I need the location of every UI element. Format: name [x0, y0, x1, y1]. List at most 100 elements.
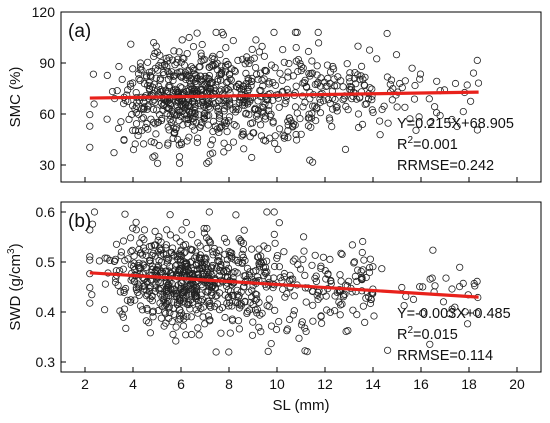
- scatter-point: [291, 103, 300, 111]
- scatter-point: [183, 137, 191, 145]
- scatter-point: [353, 277, 361, 285]
- scatter-point: [259, 82, 267, 90]
- scatter-point: [208, 291, 216, 299]
- scatter-point: [305, 114, 313, 122]
- scatter-point: [255, 298, 263, 306]
- scatter-point: [270, 230, 278, 238]
- scatter-point: [353, 310, 361, 319]
- scatter-point: [255, 263, 264, 271]
- r-squared: R2=0.001: [397, 135, 458, 153]
- scatter-point: [259, 258, 267, 266]
- scatter-point: [365, 263, 374, 272]
- scatter-point: [138, 105, 146, 113]
- scatter-point: [157, 314, 165, 322]
- scatter-point: [296, 59, 304, 68]
- scatter-point: [448, 285, 456, 293]
- scatter-point: [197, 72, 205, 80]
- scatter-point: [263, 208, 271, 216]
- scatter-point: [281, 100, 289, 108]
- scatter-point: [191, 110, 199, 118]
- scatter-point: [235, 325, 243, 333]
- scatter-point: [257, 132, 265, 140]
- scatter-point: [176, 238, 184, 246]
- scatter-point: [267, 339, 275, 348]
- scatter-point: [178, 102, 186, 110]
- scatter-point: [375, 117, 384, 125]
- scatter-point: [164, 255, 173, 263]
- scatter-point: [151, 241, 159, 249]
- scatter-point: [181, 299, 189, 307]
- scatter-point: [216, 289, 224, 297]
- scatter-point: [364, 95, 373, 103]
- scatter-point: [169, 134, 177, 142]
- scatter-point: [137, 249, 145, 257]
- scatter-point: [172, 323, 180, 331]
- scatter-point: [170, 310, 178, 318]
- scatter-point: [158, 302, 166, 310]
- scatter-point: [225, 302, 233, 310]
- scatter-point: [290, 307, 298, 315]
- scatter-point: [196, 86, 205, 94]
- scatter-point: [426, 119, 434, 127]
- scatter-point: [357, 72, 365, 80]
- scatter-point: [198, 295, 207, 303]
- scatter-point: [252, 36, 260, 44]
- scatter-point: [126, 298, 135, 306]
- scatter-point: [203, 244, 211, 252]
- scatter-point: [110, 149, 118, 157]
- scatter-point: [250, 129, 258, 137]
- scatter-point: [393, 103, 401, 111]
- scatter-point: [412, 126, 420, 134]
- scatter-point: [208, 54, 216, 62]
- scatter-point: [301, 324, 309, 332]
- scatter-point: [245, 271, 254, 279]
- scatter-point: [90, 100, 98, 108]
- scatter-point: [368, 85, 376, 93]
- scatter-point: [415, 113, 423, 121]
- scatter-point: [129, 224, 137, 232]
- scatter-point: [208, 78, 216, 87]
- scatter-point: [190, 66, 198, 75]
- scatter-point: [456, 263, 464, 271]
- scatter-point: [436, 112, 444, 120]
- scatter-point: [129, 102, 137, 110]
- scatter-point: [398, 283, 406, 292]
- scatter-point: [140, 285, 148, 293]
- scatter-point: [255, 323, 263, 331]
- scatter-point: [144, 102, 152, 110]
- scatter-point: [314, 39, 323, 47]
- scatter-point: [299, 79, 307, 87]
- scatter-point: [194, 324, 202, 332]
- scatter-point: [111, 255, 120, 263]
- scatter-point: [148, 297, 156, 305]
- scatter-point: [279, 131, 287, 139]
- scatter-point: [284, 134, 292, 142]
- scatter-point: [351, 69, 359, 77]
- scatter-point: [143, 306, 151, 314]
- scatter-point: [175, 299, 183, 307]
- scatter-point: [280, 269, 288, 278]
- scatter-point: [383, 29, 391, 38]
- scatter-point: [336, 271, 344, 279]
- scatter-point: [309, 301, 317, 309]
- scatter-point: [132, 89, 140, 97]
- scatter-point: [103, 71, 111, 80]
- scatter-point: [162, 319, 170, 327]
- scatter-point: [323, 306, 331, 314]
- scatter-point: [198, 118, 206, 127]
- scatter-point: [281, 293, 289, 301]
- scatter-point: [300, 247, 308, 255]
- scatter-point: [159, 68, 167, 77]
- scatter-point: [361, 100, 369, 109]
- scatter-point: [215, 112, 224, 120]
- scatter-point: [339, 83, 347, 91]
- scatter-point: [256, 311, 264, 319]
- scatter-point: [131, 140, 139, 148]
- scatter-point: [292, 82, 300, 90]
- scatter-point: [305, 110, 313, 118]
- scatter-point: [229, 138, 238, 146]
- scatter-point: [202, 270, 211, 278]
- scatter-point: [175, 159, 184, 167]
- scatter-point: [275, 103, 283, 111]
- scatter-point: [254, 253, 262, 261]
